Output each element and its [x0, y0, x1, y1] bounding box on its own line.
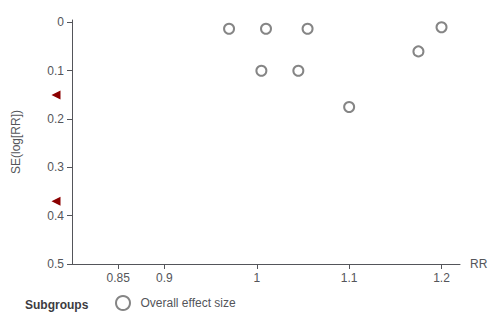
svg-text:0.9: 0.9	[156, 271, 173, 285]
svg-text:RR: RR	[470, 257, 488, 271]
svg-text:0.5: 0.5	[47, 257, 64, 271]
svg-text:0.85: 0.85	[107, 271, 131, 285]
svg-text:1: 1	[253, 271, 260, 285]
svg-text:SE(log[RR]): SE(log[RR])	[9, 110, 23, 174]
svg-text:Subgroups: Subgroups	[25, 298, 89, 312]
svg-text:1.1: 1.1	[341, 271, 358, 285]
svg-text:1.2: 1.2	[433, 271, 450, 285]
svg-text:0.3: 0.3	[47, 160, 64, 174]
svg-text:0.4: 0.4	[47, 209, 64, 223]
svg-text:0: 0	[57, 15, 64, 29]
svg-text:Overall effect size: Overall effect size	[141, 296, 236, 310]
svg-text:0.2: 0.2	[47, 112, 64, 126]
svg-text:0.1: 0.1	[47, 64, 64, 78]
